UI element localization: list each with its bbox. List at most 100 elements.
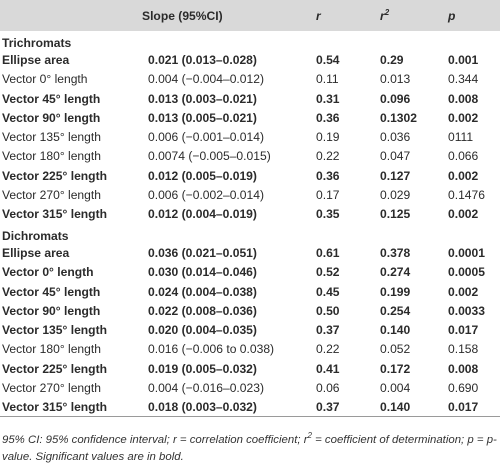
p-cell: 0.002 bbox=[448, 110, 479, 125]
p-cell: 0.008 bbox=[448, 361, 479, 376]
header-r2-sup: 2 bbox=[384, 7, 390, 17]
p-cell: 0.1476 bbox=[448, 188, 485, 203]
r-cell: 0.31 bbox=[316, 91, 340, 106]
table-row: Vector 90° length 0.013 (0.005–0.021) 0.36… bbox=[0, 108, 500, 127]
slope-cell: 0.024 (0.004–0.038) bbox=[148, 284, 257, 299]
slope-cell: 0.0074 (−0.005–0.015) bbox=[148, 149, 271, 164]
r-cell: 0.19 bbox=[316, 130, 340, 145]
slope-cell: 0.022 (0.008–0.036) bbox=[148, 303, 257, 318]
slope-cell: 0.012 (0.005–0.019) bbox=[148, 168, 257, 183]
r-cell: 0.45 bbox=[316, 284, 340, 299]
p-cell: 0.0033 bbox=[448, 303, 485, 318]
p-cell: 0.002 bbox=[448, 168, 479, 183]
r-cell: 0.61 bbox=[316, 245, 340, 260]
r2-cell: 0.047 bbox=[380, 149, 411, 164]
r-cell: 0.17 bbox=[316, 188, 340, 203]
slope-cell: 0.016 (−0.006 to 0.038) bbox=[148, 342, 275, 357]
r2-cell: 0.140 bbox=[380, 323, 411, 338]
table-row: Vector 90° length 0.022 (0.008–0.036) 0.50… bbox=[0, 301, 500, 320]
table-row: Ellipse area 0.021 (0.013–0.028) 0.54 0.29 0… bbox=[0, 50, 500, 69]
table-row: Vector 180° length 0.016 (−0.006 to 0.038… bbox=[0, 340, 500, 359]
table-row: Vector 45° length 0.024 (0.004–0.038) 0.45… bbox=[0, 282, 500, 301]
table-row: Vector 135° length 0.020 (0.004–0.035) 0.3… bbox=[0, 320, 500, 339]
r2-cell: 0.013 bbox=[380, 72, 411, 87]
r-cell: 0.37 bbox=[316, 323, 340, 338]
header-slope: Slope (95%CI) bbox=[142, 8, 223, 23]
p-cell: 0111 bbox=[448, 130, 474, 145]
row-label: Ellipse area bbox=[2, 245, 70, 260]
p-cell: 0.066 bbox=[448, 149, 479, 164]
row-label: Ellipse area bbox=[2, 52, 70, 67]
header-empty bbox=[0, 0, 142, 31]
slope-cell: 0.013 (0.003–0.021) bbox=[148, 91, 257, 106]
table-row: Vector 135° length 0.006 (−0.001–0.014) 0.… bbox=[0, 127, 500, 146]
r2-cell: 0.378 bbox=[380, 245, 411, 260]
r2-cell: 0.29 bbox=[380, 52, 404, 67]
r2-cell: 0.029 bbox=[380, 188, 411, 203]
p-cell: 0.017 bbox=[448, 323, 479, 338]
row-label: Vector 45° length bbox=[2, 284, 101, 299]
row-label: Vector 270° length bbox=[2, 380, 101, 395]
group-header-row: Trichromats bbox=[0, 31, 500, 50]
slope-cell: 0.004 (−0.004–0.012) bbox=[148, 72, 264, 87]
table-row: Vector 270° length 0.004 (−0.016–0.023) 0.… bbox=[0, 378, 500, 397]
row-label: Vector 0° length bbox=[2, 265, 94, 280]
row-label: Vector 225° length bbox=[2, 361, 107, 376]
p-cell: 0.017 bbox=[442, 397, 500, 418]
r2-cell: 0.140 bbox=[374, 397, 442, 418]
footnote-sup: 2 bbox=[307, 431, 312, 440]
r-cell: 0.36 bbox=[316, 168, 340, 183]
table-row: Vector 225° length 0.019 (0.005–0.032) 0.4… bbox=[0, 359, 500, 378]
p-cell: 0.690 bbox=[448, 380, 479, 395]
r2-cell: 0.036 bbox=[380, 130, 411, 145]
footnote-text-1: 95% CI: 95% confidence interval; r = cor… bbox=[2, 434, 308, 446]
header-row: Slope (95%CI) r r2 p bbox=[0, 0, 500, 31]
row-label: Vector 180° length bbox=[2, 342, 101, 357]
results-table: Slope (95%CI) r r2 p Trichromats Ellipse … bbox=[0, 0, 500, 418]
table-row: Vector 45° length 0.013 (0.003–0.021) 0.31… bbox=[0, 89, 500, 108]
r-cell: 0.52 bbox=[316, 265, 340, 280]
row-label: Vector 225° length bbox=[2, 168, 107, 183]
table-row: Vector 315° length 0.012 (0.004–0.019) 0.3… bbox=[0, 205, 500, 224]
group-name: Trichromats bbox=[2, 35, 72, 50]
group-name: Dichromats bbox=[2, 228, 69, 243]
r-cell: 0.22 bbox=[316, 342, 340, 357]
slope-cell: 0.013 (0.005–0.021) bbox=[148, 110, 257, 125]
r-cell: 0.36 bbox=[316, 110, 340, 125]
footnote-text-2: = coefficient of determination; p = p-va… bbox=[2, 434, 497, 463]
table-footnote: 95% CI: 95% confidence interval; r = cor… bbox=[2, 432, 498, 466]
table-row: Vector 225° length 0.012 (0.005–0.019) 0.3… bbox=[0, 166, 500, 185]
table-row: Vector 0° length 0.030 (0.014–0.046) 0.52 0… bbox=[0, 263, 500, 282]
r-cell: 0.35 bbox=[316, 207, 340, 222]
r2-cell: 0.199 bbox=[380, 284, 411, 299]
group-header-row: Dichromats bbox=[0, 224, 500, 243]
row-label: Vector 270° length bbox=[2, 188, 101, 203]
slope-cell: 0.018 (0.003–0.032) bbox=[142, 397, 310, 418]
r-cell: 0.41 bbox=[316, 361, 340, 376]
p-cell: 0.344 bbox=[448, 72, 479, 87]
row-label: Vector 135° length bbox=[2, 323, 107, 338]
slope-cell: 0.030 (0.014–0.046) bbox=[148, 265, 257, 280]
r2-cell: 0.1302 bbox=[380, 110, 417, 125]
r2-cell: 0.125 bbox=[380, 207, 411, 222]
slope-cell: 0.036 (0.021–0.051) bbox=[148, 245, 257, 260]
r-cell: 0.22 bbox=[316, 149, 340, 164]
p-cell: 0.158 bbox=[448, 342, 479, 357]
r2-cell: 0.127 bbox=[380, 168, 411, 183]
r-cell: 0.54 bbox=[316, 52, 340, 67]
slope-cell: 0.019 (0.005–0.032) bbox=[148, 361, 257, 376]
r2-cell: 0.052 bbox=[380, 342, 411, 357]
table-row: Vector 180° length 0.0074 (−0.005–0.015) 0… bbox=[0, 147, 500, 166]
row-label: Vector 90° length bbox=[2, 303, 101, 318]
r-cell: 0.06 bbox=[316, 380, 340, 395]
p-cell: 0.008 bbox=[448, 91, 479, 106]
p-cell: 0.002 bbox=[448, 207, 479, 222]
p-cell: 0.0001 bbox=[448, 245, 485, 260]
r-cell: 0.50 bbox=[316, 303, 340, 318]
row-label: Vector 0° length bbox=[2, 72, 88, 87]
header-r2-base: r bbox=[380, 8, 385, 23]
header-p: p bbox=[448, 8, 456, 23]
r2-cell: 0.172 bbox=[380, 361, 411, 376]
table-row: Vector 270° length 0.006 (−0.002–0.014) 0.… bbox=[0, 185, 500, 204]
